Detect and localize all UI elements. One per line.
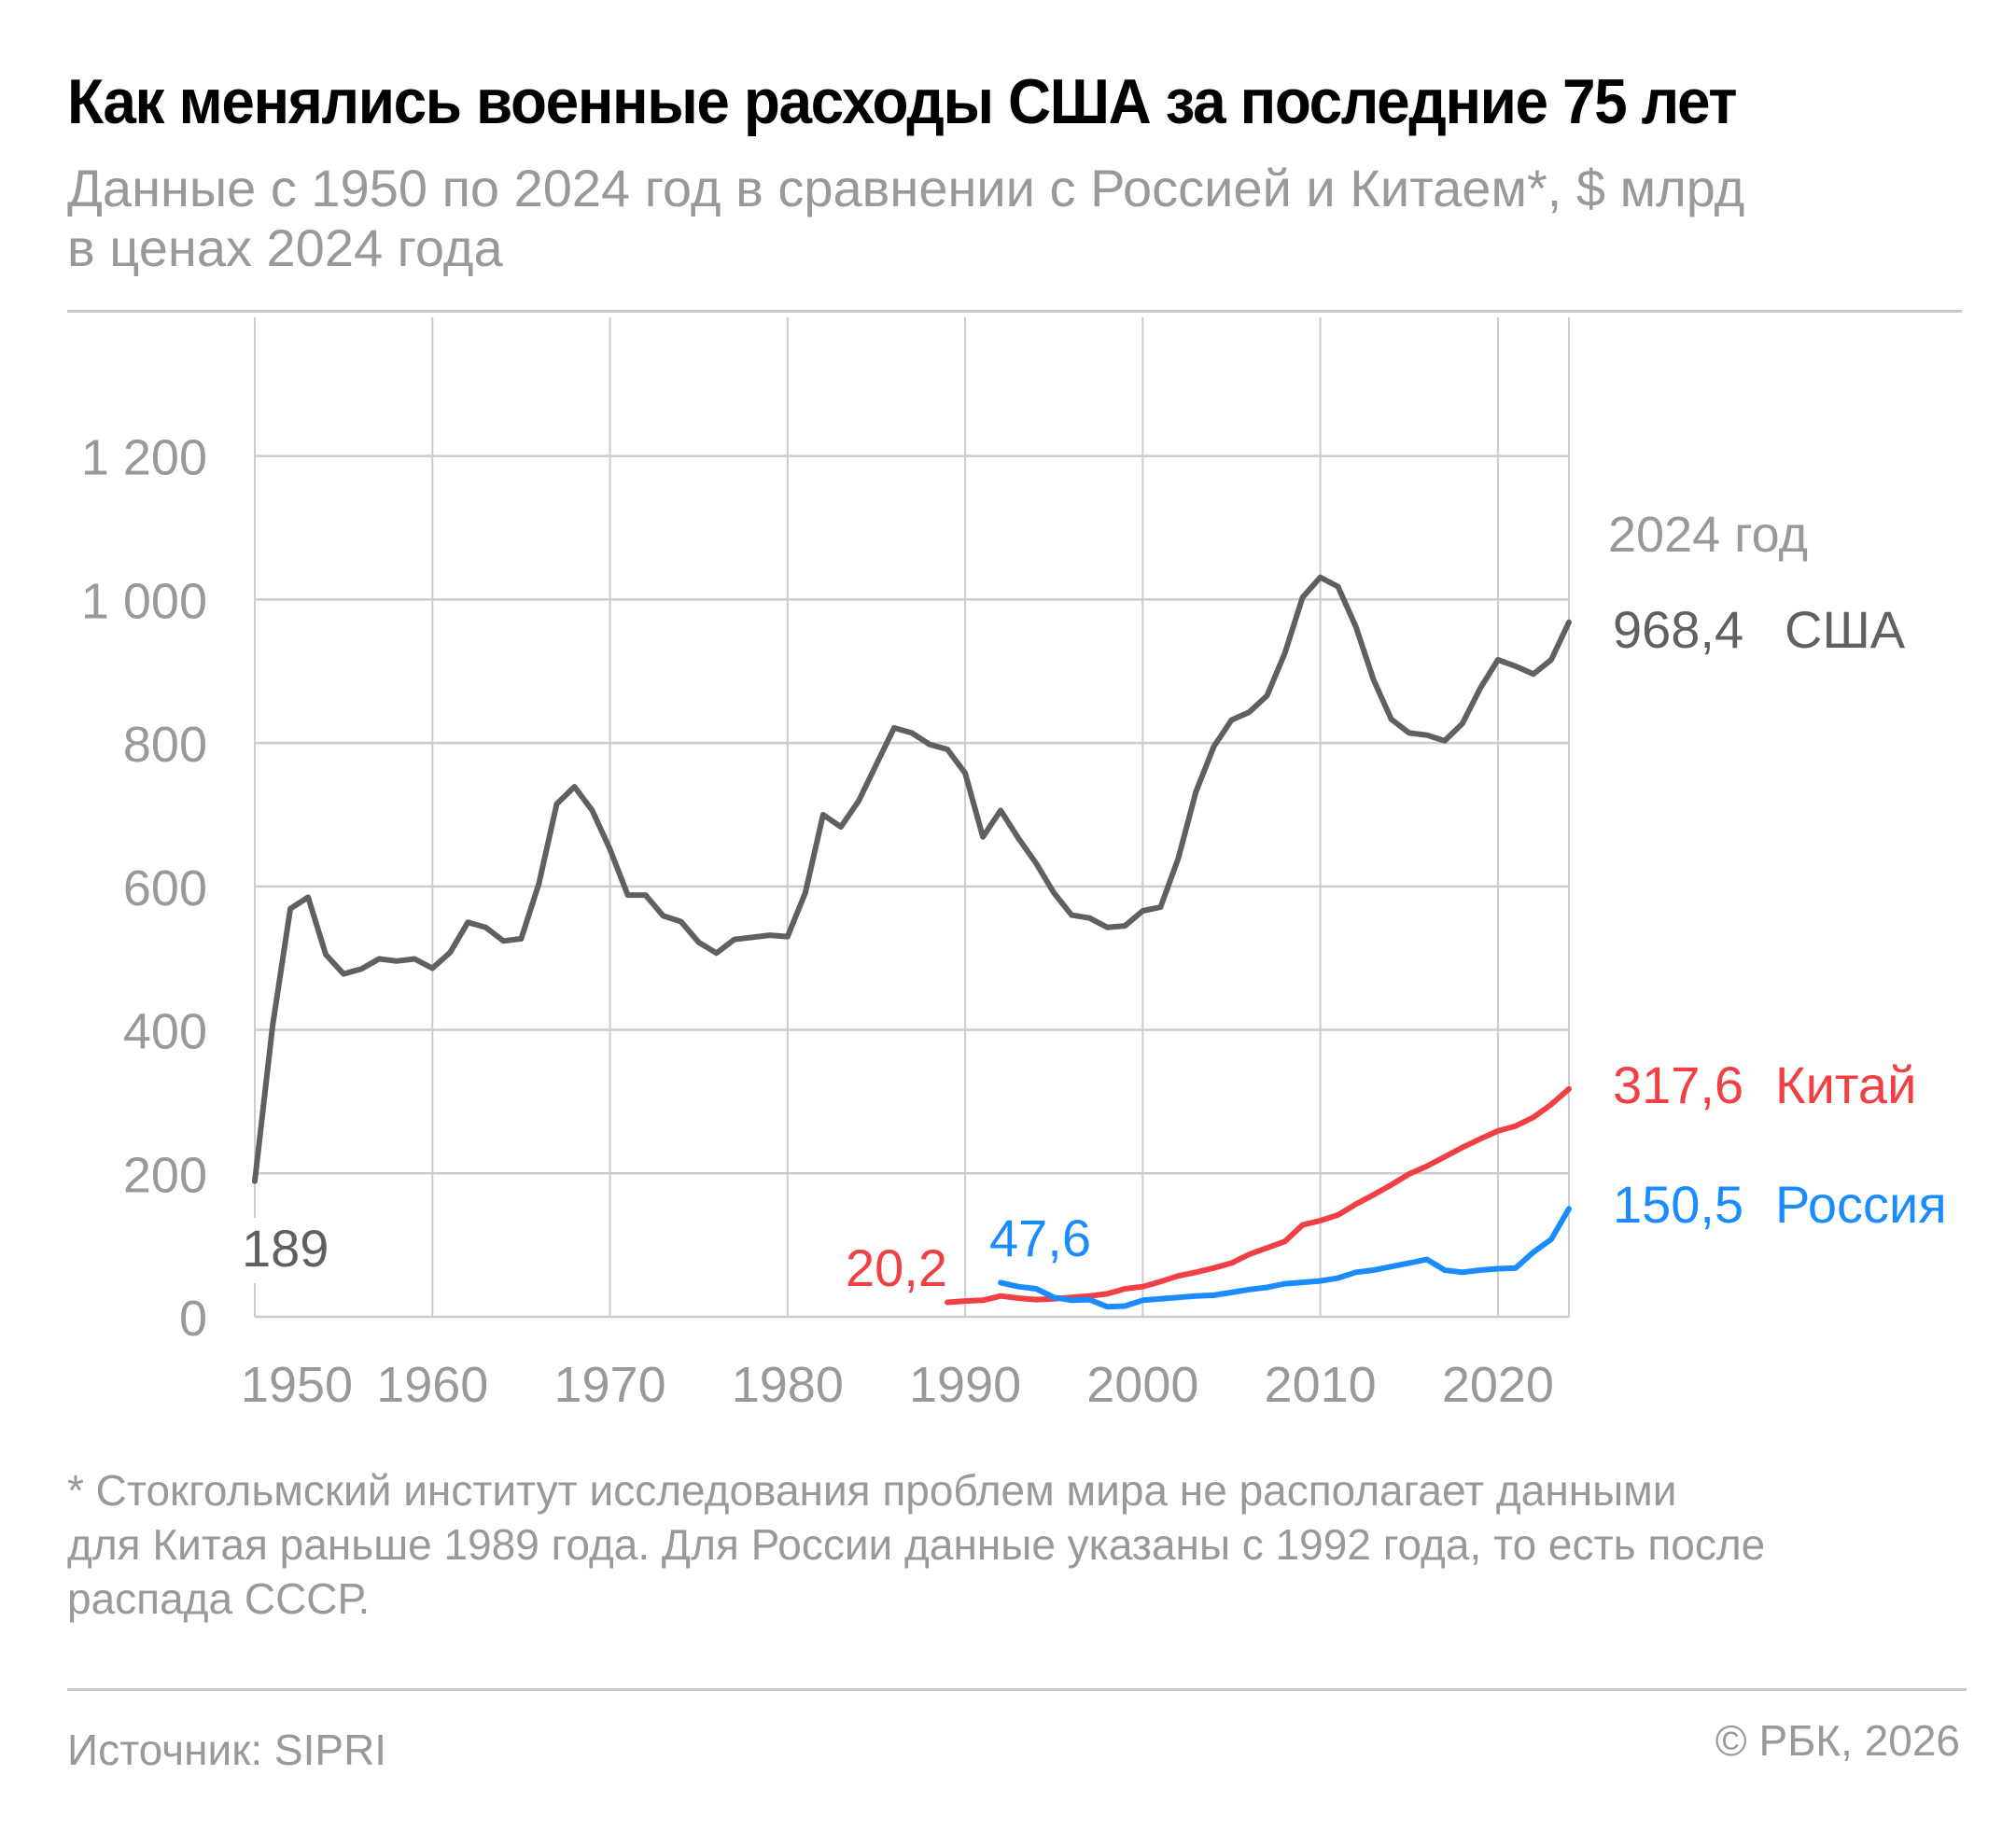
x-tick-label: 1950 [241, 1357, 353, 1413]
chart-subtitle: Данные с 1950 по 2024 год в сравнении с … [67, 159, 1934, 278]
top-divider [67, 310, 1962, 313]
label-background [238, 1218, 324, 1283]
x-tick-label: 1960 [376, 1357, 488, 1413]
start-value-label: 47,6 [989, 1209, 1091, 1267]
end-value-label: 968,4 [1613, 600, 1743, 659]
series-name-label: Россия [1775, 1175, 1947, 1234]
footnote-line-1: * Стокгольмский институт исследования пр… [67, 1466, 1677, 1515]
x-tick-label: 2010 [1265, 1357, 1377, 1413]
series-name-label: Китай [1775, 1055, 1916, 1114]
y-tick-label: 400 [123, 1004, 207, 1060]
subtitle-line-1: Данные с 1950 по 2024 год в сравнении с … [67, 159, 1745, 217]
y-tick-label: 1 000 [81, 573, 207, 629]
vertical-gridlines [254, 317, 1570, 1317]
line-chart: 0 200 400 600 800 1 000 1 200 1950 1960 1970 1980… [81, 317, 1947, 1413]
footnote-line-2: для Китая раньше 1989 года. Для России д… [67, 1520, 1766, 1569]
x-tick-label: 2000 [1086, 1357, 1198, 1413]
series-labels: 189 20,2 47,6 2024 год 968,4 США 317,6 Китай 150… [238, 507, 1947, 1297]
source-label: Источник: SIPRI [67, 1726, 387, 1774]
series-name-label: США [1785, 600, 1906, 659]
series-line-1992 [998, 1206, 1572, 1310]
y-tick-label: 0 [179, 1291, 207, 1347]
chart-title: Как менялись военные расходы США за посл… [67, 66, 1738, 137]
series-line-1950 [252, 574, 1572, 1184]
end-value-label: 150,5 [1613, 1175, 1743, 1234]
x-tick-label: 1990 [909, 1357, 1021, 1413]
y-tick-label: 800 [123, 717, 207, 773]
x-tick-label: 2020 [1442, 1357, 1554, 1413]
y-axis-tick-labels: 0 200 400 600 800 1 000 1 200 [81, 430, 207, 1347]
horizontal-gridlines [255, 454, 1569, 1319]
y-tick-label: 200 [123, 1147, 207, 1203]
end-value-label: 317,6 [1613, 1055, 1743, 1114]
footnote-line-3: распада СССР. [67, 1574, 371, 1623]
y-tick-label: 600 [123, 860, 207, 916]
copyright-label: © РБК, 2026 [1715, 1716, 1960, 1765]
subtitle-line-2: в ценах 2024 года [67, 218, 503, 277]
bottom-divider [67, 1688, 1967, 1691]
series-lines [252, 574, 1572, 1310]
start-value-label: 189 [242, 1219, 329, 1278]
footnote: * Стокгольмский институт исследования пр… [67, 1463, 1934, 1626]
y-tick-label: 1 200 [81, 430, 207, 486]
start-value-label: 20,2 [846, 1238, 947, 1297]
x-tick-label: 1980 [732, 1357, 844, 1413]
x-axis-tick-labels: 1950 1960 1970 1980 1990 2000 2010 2020 [241, 1357, 1554, 1413]
x-tick-label: 1970 [553, 1357, 665, 1413]
end-year-header: 2024 год [1608, 507, 1808, 563]
